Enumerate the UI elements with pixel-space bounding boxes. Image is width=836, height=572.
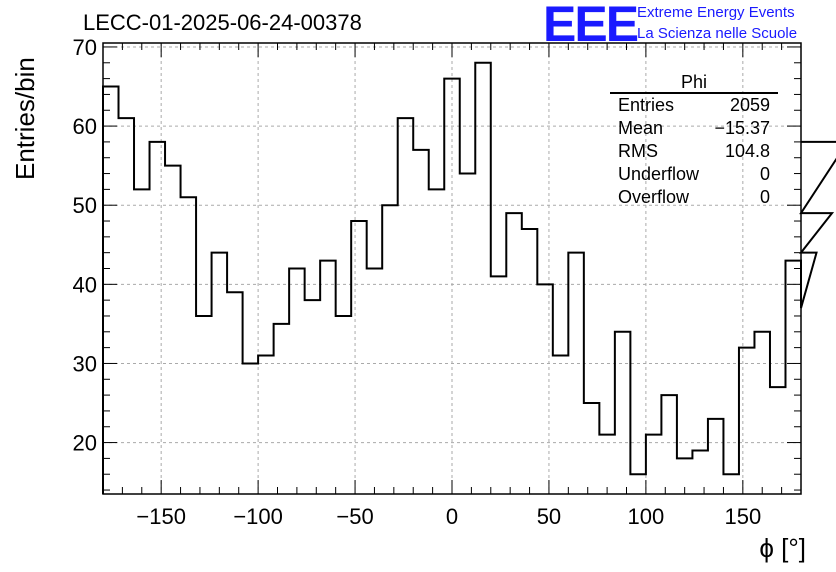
histogram-bin	[289, 269, 305, 495]
histogram-bin	[708, 419, 724, 494]
stats-row: Overflow 0	[610, 186, 778, 209]
histogram-bin	[274, 324, 290, 494]
histogram-bin	[754, 332, 770, 494]
histogram-bin	[351, 221, 367, 494]
histogram-bin	[150, 142, 166, 494]
x-tick-label: 100	[628, 504, 665, 529]
brand-line-2: La Scienza nelle Scuole	[637, 25, 798, 42]
histogram-bin	[646, 435, 662, 494]
histogram-bin	[212, 253, 228, 494]
stats-value: 0	[759, 187, 770, 207]
stats-label: Overflow	[618, 187, 690, 207]
stats-label: Mean	[618, 118, 664, 138]
eee-logo: EEE	[543, 0, 639, 52]
histogram-bin	[506, 213, 522, 494]
x-axis-label: ϕ [°]	[759, 533, 806, 563]
histogram-bin	[522, 229, 538, 494]
stats-label: RMS	[618, 141, 658, 161]
y-tick-label: 20	[73, 431, 97, 456]
y-tick-label: 30	[73, 351, 97, 376]
stats-label: Underflow	[618, 164, 700, 184]
histogram-bin	[196, 316, 212, 494]
plot-title: LECC-01-2025-06-24-00378	[83, 10, 362, 35]
stats-row: Entries 2059	[610, 94, 778, 117]
histogram-outline	[102, 61, 836, 494]
stats-value: 2059	[729, 95, 770, 115]
stats-row: RMS 104.8	[610, 140, 778, 163]
y-axis-label: Entries/bin	[10, 57, 40, 180]
histogram-bin	[320, 261, 336, 494]
y-tick-label: 50	[73, 193, 97, 218]
histogram-bin	[258, 356, 274, 494]
stats-value: −15.37	[714, 118, 770, 138]
histogram-bin	[785, 261, 801, 494]
y-tick-label: 40	[73, 272, 97, 297]
x-tick-label: 150	[724, 504, 761, 529]
stats-label: Entries	[618, 95, 675, 115]
histogram-bin	[739, 348, 755, 494]
x-tick-label: 50	[537, 504, 561, 529]
stats-box: Phi Entries 2059 Mean −15.37 RMS 104.8 U…	[610, 72, 778, 209]
histogram-bin	[134, 189, 150, 494]
histogram-bin	[227, 292, 243, 494]
x-tick-label: −150	[136, 504, 186, 529]
stats-value: 104.8	[724, 141, 770, 161]
histogram-bin	[382, 205, 398, 494]
histogram-bin	[398, 118, 414, 494]
histogram-bin	[336, 316, 352, 494]
x-tick-label: −100	[233, 504, 283, 529]
y-tick-label: 70	[73, 35, 97, 60]
histogram-bin	[568, 253, 584, 494]
histogram-bin	[103, 87, 119, 494]
histogram-bin	[367, 269, 383, 495]
histogram-bin	[165, 166, 181, 494]
histogram-bin	[537, 284, 553, 494]
histogram-bin	[770, 387, 786, 494]
histogram-bin	[491, 276, 507, 494]
x-tick-label: 0	[446, 504, 458, 529]
histogram-bin	[119, 118, 135, 494]
y-tick-label: 60	[73, 114, 97, 139]
x-tick-label: −50	[336, 504, 373, 529]
histogram-bin	[460, 174, 476, 494]
histogram-bin	[599, 435, 615, 494]
stats-name: Phi	[610, 72, 778, 94]
histogram-bin	[243, 363, 259, 494]
histogram-bin	[630, 474, 646, 494]
stats-row: Underflow 0	[610, 163, 778, 186]
histogram-bin	[553, 356, 569, 494]
histogram-bin	[723, 474, 739, 494]
histogram-bin	[429, 189, 445, 494]
brand-line-1: Extreme Energy Events	[637, 4, 795, 21]
histogram-bin	[661, 395, 677, 494]
histogram-bin	[181, 197, 197, 494]
histogram-bin	[584, 403, 600, 494]
stats-row: Mean −15.37	[610, 117, 778, 140]
histogram-bin	[615, 332, 631, 494]
histogram-bin	[475, 63, 491, 494]
histogram-bin	[692, 450, 708, 494]
histogram-bin	[305, 300, 321, 494]
stats-value: 0	[759, 164, 770, 184]
